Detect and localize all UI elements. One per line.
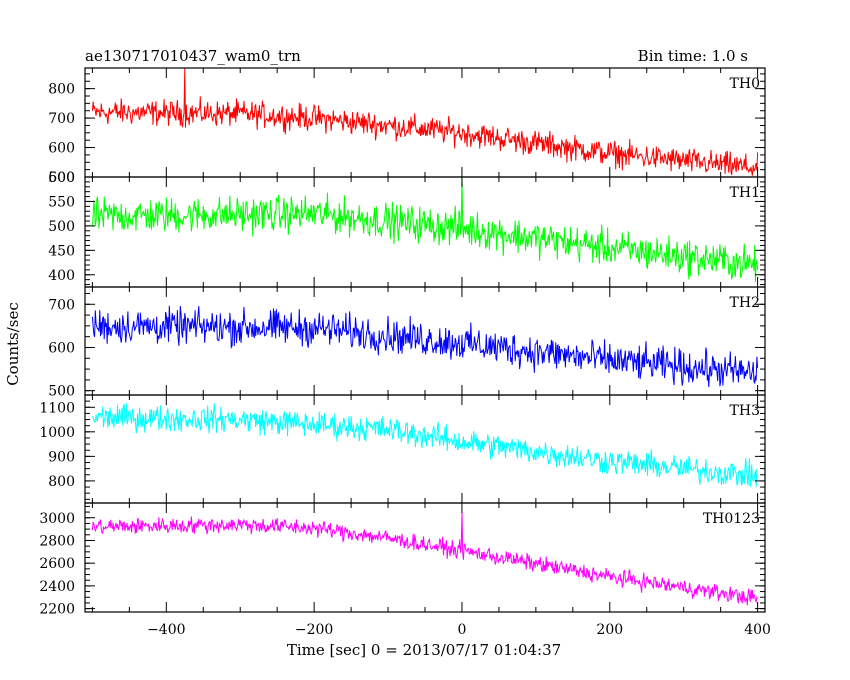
y-tick-label: 600 (48, 170, 75, 186)
y-tick-label: 500 (48, 219, 75, 235)
x-tick-label: 200 (596, 622, 623, 638)
panel-th3: 800 900 1000 1100 TH3 (39, 394, 766, 504)
panel-frame (84, 502, 766, 613)
panel-th2: 500 600 700 TH2 (48, 286, 766, 400)
series-line-th1 (91, 177, 759, 283)
y-tick-label: 700 (48, 111, 75, 127)
y-tick-label: 450 (48, 243, 75, 259)
y-tick-label: 800 (48, 474, 75, 490)
x-tick-label: −400 (147, 622, 185, 638)
y-tick-label: 800 (48, 82, 75, 98)
y-tick-label: 2200 (39, 602, 75, 618)
panel-th1: 400 450 500 550 600 TH1 (48, 170, 766, 288)
x-tick-label: 400 (744, 622, 771, 638)
y-tick-label: 2400 (39, 579, 75, 595)
x-tick-label: 0 (457, 622, 466, 638)
panel-label-th0: TH0 (730, 76, 760, 92)
y-tick-label: 400 (48, 268, 75, 284)
y-tick-label: 3000 (39, 511, 75, 527)
y-tick-label: 2800 (39, 533, 75, 549)
y-tick-label: 600 (48, 141, 75, 157)
y-tick-label: 900 (48, 449, 75, 465)
panel-frame (84, 286, 766, 396)
chart-title-right: Bin time: 1.0 s (638, 47, 748, 65)
y-tick-label: 600 (48, 340, 75, 356)
chart-title-left: ae130717010437_wam0_trn (85, 47, 301, 65)
panel-label-th2: TH2 (730, 295, 760, 311)
y-tick-label: 1000 (39, 425, 75, 441)
panel-label-th1: TH1 (730, 185, 760, 201)
series-line-th0 (91, 68, 759, 176)
y-tick-label: 550 (48, 194, 75, 210)
panel-th0123: 2200 2400 2600 2800 3000 TH0123 (39, 502, 766, 618)
y-tick-label: 2600 (39, 556, 75, 572)
y-tick-label: 1100 (39, 400, 75, 416)
y-tick-label: 500 (48, 384, 75, 400)
y-axis-label: Counts/sec (4, 302, 22, 386)
panel-label-th0123: TH0123 (703, 511, 760, 527)
series-line-th2 (91, 305, 759, 388)
panel-label-th3: TH3 (730, 403, 760, 419)
x-axis-label: Time [sec] 0 = 2013/07/17 01:04:37 (287, 641, 561, 659)
panel-frame (84, 176, 766, 288)
series-line-th3 (92, 403, 758, 488)
x-tick-label: −200 (295, 622, 333, 638)
panel-frame (84, 394, 766, 504)
series-line-th0123 (91, 510, 759, 606)
y-tick-label: 700 (48, 297, 75, 313)
y-tick-label: 500 (48, 170, 75, 186)
x-tick-labels: −400 −200 0 200 400 (147, 622, 771, 638)
